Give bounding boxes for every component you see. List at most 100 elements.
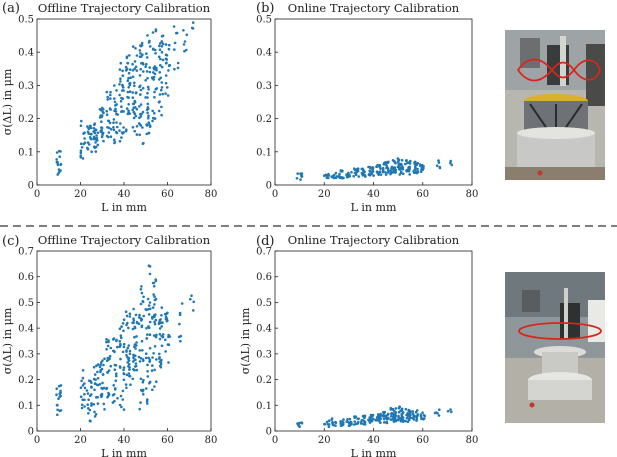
data-point [79,149,83,152]
data-point [102,402,106,406]
data-point [153,315,156,319]
data-point [151,388,154,392]
data-point [161,335,165,339]
data-point [107,393,111,396]
data-point [325,420,329,424]
data-point [135,320,139,324]
data-point [401,411,405,414]
y-tick-label: 0 [28,427,34,438]
data-point [128,315,132,318]
y-tick-label: 0.2 [256,375,272,386]
y-tick-label: 0.1 [18,401,34,412]
data-point [399,171,403,175]
data-point [96,396,99,399]
data-point [121,89,124,92]
data-point [159,64,162,67]
data-point [371,168,375,171]
data-point [298,425,301,429]
data-point [134,347,137,350]
data-point [182,43,186,46]
data-point [100,126,104,130]
data-point [420,417,423,421]
y-tick-label: 0.6 [256,272,272,283]
data-point [102,363,105,367]
data-point [416,167,419,171]
panel-3: (d) Online Trajectory Calibration 0 20 40 60 8… [239,233,478,457]
x-axis-label: L in mm [351,201,397,214]
data-point [132,110,136,114]
data-point [87,398,90,402]
data-point [148,125,152,128]
data-point [101,110,105,114]
data-point [145,132,149,136]
data-point [185,48,188,52]
data-point [332,176,336,180]
data-point [400,414,404,418]
panel-label: (b) [256,1,274,16]
data-point [339,424,343,428]
data-point [135,133,139,136]
data-point [113,138,116,142]
panel-1: (b) Online Trajectory Calibration 0 20 40 60 8… [256,1,478,214]
data-point [109,97,112,100]
data-point [151,77,154,80]
data-point [135,344,138,347]
data-point [176,61,180,65]
data-point [164,81,168,85]
data-point [137,122,141,125]
data-point [129,68,132,71]
data-point [124,65,128,69]
data-point [145,123,148,126]
data-point [334,176,338,179]
data-point [131,102,135,106]
data-point [122,368,125,372]
data-point [90,402,93,405]
data-point [147,114,150,117]
data-point [164,350,167,353]
data-point [118,339,121,343]
data-point [379,412,382,416]
data-point [142,295,145,299]
data-point [139,68,142,71]
data-point [115,121,118,124]
data-point [121,69,124,73]
data-point [100,395,103,399]
data-points [55,21,195,176]
data-point [155,333,158,337]
data-point [152,352,155,355]
data-point [158,352,161,356]
data-point [133,67,136,70]
data-point [83,137,86,140]
data-point [192,309,195,312]
data-point [173,41,177,45]
data-point [149,45,152,48]
data-point [446,409,450,413]
data-point [408,173,412,176]
data-point [394,407,398,410]
data-point [80,119,83,123]
data-point [108,121,112,125]
data-point [131,96,135,99]
data-point [166,86,169,89]
data-point [384,171,387,174]
data-point [382,413,385,417]
data-point [83,386,87,390]
data-point [152,47,155,51]
data-point [394,418,398,422]
data-point [115,374,118,378]
data-point [99,363,102,367]
data-point [360,172,364,176]
data-point [83,398,86,402]
data-point [127,358,130,361]
data-point [406,420,410,424]
data-point [140,62,143,65]
data-point [129,383,132,387]
data-point [120,105,123,108]
data-point [100,386,103,390]
data-point [340,420,344,423]
data-point [132,360,135,363]
data-point [113,140,117,144]
data-point [297,422,300,425]
data-point [131,69,135,72]
data-point [331,423,335,427]
